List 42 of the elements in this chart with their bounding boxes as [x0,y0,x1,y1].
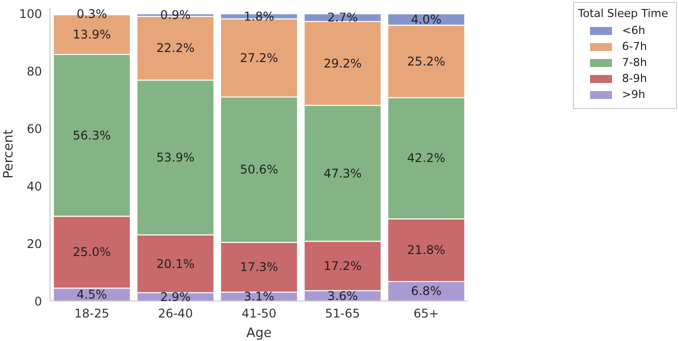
data-label: 25.0% [72,245,111,260]
data-label: 22.2% [156,41,195,56]
data-label: 17.3% [240,260,278,274]
x-tick-label: 26-40 [158,306,193,321]
data-label: 2.7% [327,10,358,25]
legend-title: Total Sleep Time [578,7,670,20]
legend-label: <6h [622,24,646,37]
legend-label: 6-7h [622,40,647,53]
legend-label: 8-9h [622,72,647,85]
data-label: 4.0% [410,12,442,26]
data-label: 53.9% [156,150,195,165]
data-label: 2.9% [160,290,191,304]
data-label: 56.3% [72,128,111,142]
data-label: 3.1% [244,290,274,304]
y-tick-label: 60 [26,122,42,136]
data-label: 20.1% [156,256,195,271]
data-label: 21.8% [407,243,446,258]
text: 7-8h [622,56,647,69]
y-tick-label: 100 [19,7,42,22]
x-axis-title: Age [246,326,272,341]
data-label: 3.6% [327,288,358,303]
data-label: 6.8% [410,284,442,298]
data-label: 0.9% [160,8,191,22]
x-tick-label: 18-25 [74,306,110,321]
data-label: 4.5% [76,288,108,302]
data-label: 17.2% [324,258,362,273]
data-label: 47.3% [324,166,362,180]
data-label: 27.2% [240,50,278,65]
y-tick-label: 40 [26,179,42,194]
data-label: 29.2% [324,56,362,70]
y-tick-label: 0 [34,294,42,308]
y-axis-title: Percent [2,130,17,178]
x-tick-label: 65+ [414,306,439,321]
data-label: 50.6% [240,162,278,177]
data-label: 25.2% [407,54,446,68]
x-tick-label: 41-50 [242,306,276,321]
data-label: 13.9% [72,28,111,42]
legend-label: >9h [622,88,646,101]
y-tick-label: 80 [26,64,42,78]
y-tick-label: 20 [26,236,42,251]
data-label: 42.2% [407,151,446,166]
x-tick-label: 51-65 [325,306,360,321]
